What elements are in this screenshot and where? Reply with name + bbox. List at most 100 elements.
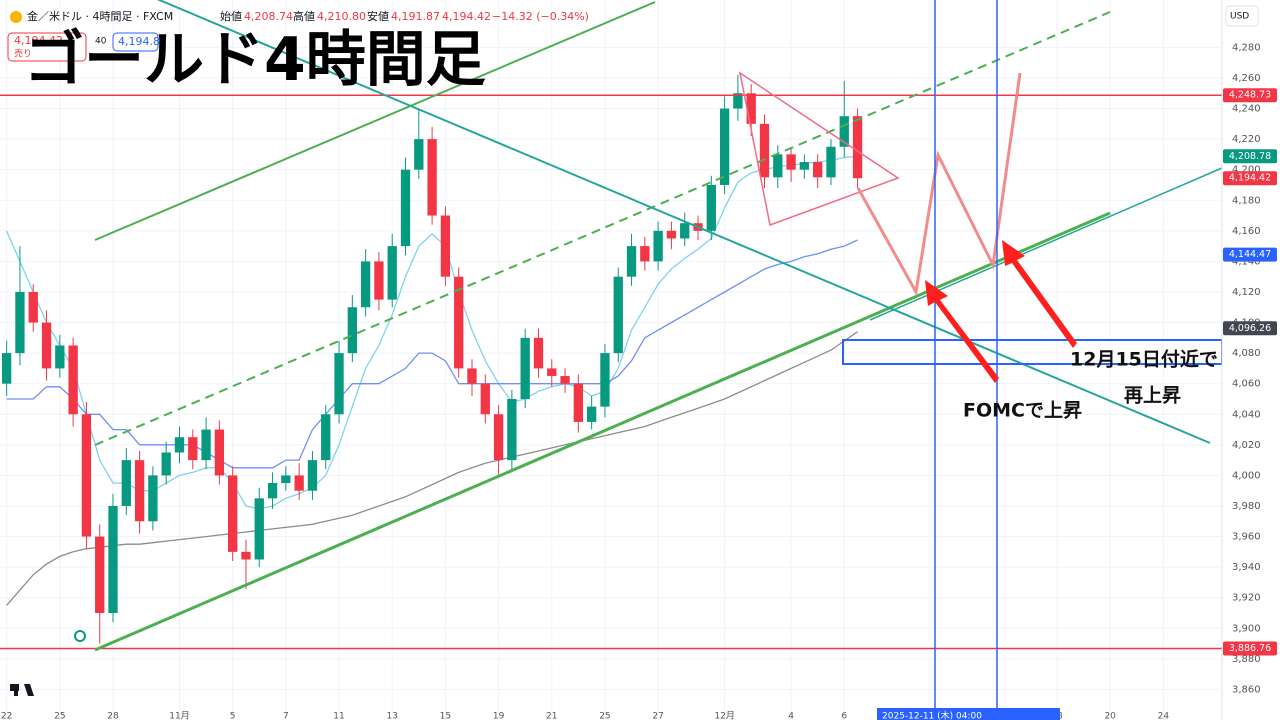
x-tick-label: 21 bbox=[546, 712, 557, 720]
candle-body bbox=[360, 261, 371, 308]
price-tag-label: 4,144.47 bbox=[1229, 249, 1271, 260]
price-tag-label: 4,096.26 bbox=[1229, 323, 1271, 334]
forecast bbox=[856, 72, 1022, 297]
buy-button[interactable] bbox=[112, 32, 159, 52]
crosshair-box bbox=[877, 708, 1060, 720]
x-tick-label: 6 bbox=[841, 712, 847, 720]
candle-body bbox=[307, 460, 318, 491]
crosshair-label: 2025-12-11 (木) 04:00 bbox=[882, 710, 982, 720]
candle-body bbox=[15, 291, 25, 354]
candle-body bbox=[786, 154, 796, 170]
x-tick-label: 22 bbox=[1, 712, 12, 720]
candle-body bbox=[201, 429, 211, 461]
candle-body bbox=[161, 452, 171, 476]
candle-body bbox=[427, 139, 437, 216]
price-tag bbox=[1223, 641, 1277, 656]
overlay-title: ゴールド4時間足 bbox=[24, 25, 486, 95]
plot-layer bbox=[0, 74, 1222, 650]
label: 始値 bbox=[220, 9, 242, 23]
candle-body bbox=[174, 437, 185, 453]
candle-body bbox=[414, 139, 424, 170]
candle-body bbox=[95, 536, 105, 613]
indicator-line bbox=[6, 331, 858, 606]
symbol: 金／米ドル · 4時間足 · FXCM bbox=[27, 9, 173, 23]
y-tick-label: 4,240 bbox=[1232, 104, 1261, 115]
price-tag-label: 4,248.73 bbox=[1229, 90, 1271, 101]
candle-body bbox=[334, 353, 344, 415]
candle-body bbox=[347, 307, 357, 354]
candle-body bbox=[134, 460, 145, 522]
sell-button[interactable] bbox=[7, 32, 87, 62]
y-tick-label: 4,080 bbox=[1232, 348, 1261, 359]
x-tick-label: 19 bbox=[493, 712, 505, 720]
candle-body bbox=[400, 169, 411, 247]
candle-body bbox=[520, 337, 530, 399]
y-tick-label: 3,880 bbox=[1232, 654, 1261, 665]
value: 4,208.74 bbox=[244, 10, 293, 23]
channel-upper bbox=[94, 1, 656, 241]
y-tick-label: 3,960 bbox=[1232, 532, 1261, 543]
y-tick-label: 4,280 bbox=[1232, 42, 1261, 53]
x-tick-label: 12月 bbox=[714, 711, 734, 720]
value: 4,210.80 bbox=[317, 10, 366, 23]
candle-body bbox=[387, 246, 397, 300]
y-tick-label: 3,900 bbox=[1232, 623, 1261, 634]
candle-body bbox=[188, 437, 198, 461]
candle-body bbox=[68, 345, 78, 415]
price-tag bbox=[1223, 321, 1277, 336]
candle-body bbox=[267, 483, 278, 499]
x-tick-label: 28 bbox=[107, 712, 119, 720]
candle-body bbox=[560, 376, 570, 384]
x-tick-label: 24 bbox=[1158, 712, 1170, 720]
price-tag-label: 4,208.78 bbox=[1229, 151, 1271, 162]
label: 安値 bbox=[367, 9, 389, 23]
y-tick-label: 4,140 bbox=[1232, 256, 1261, 267]
annotation: FOMCで上昇 bbox=[963, 400, 1082, 422]
x-tick-label: 7 bbox=[283, 712, 289, 720]
candle-body bbox=[746, 93, 756, 124]
candle-body bbox=[493, 414, 504, 461]
y-tick-label: 4,000 bbox=[1232, 470, 1261, 481]
y-tick-label: 4,180 bbox=[1232, 195, 1261, 206]
candle-body bbox=[28, 291, 38, 323]
candle-body bbox=[799, 162, 810, 170]
y-tick-label: 4,200 bbox=[1232, 165, 1261, 176]
candle-body bbox=[573, 383, 584, 422]
candle-body bbox=[241, 551, 251, 560]
annotation: 12月15日付近で bbox=[1070, 348, 1218, 371]
x-tick-label: 13 bbox=[386, 712, 397, 720]
candle-body bbox=[121, 460, 131, 506]
y-tick-label: 4,220 bbox=[1232, 134, 1261, 145]
x-tick-label: 25 bbox=[54, 712, 65, 720]
candle-body bbox=[55, 345, 65, 369]
candle-body bbox=[480, 383, 490, 415]
price-tag bbox=[1223, 149, 1277, 164]
candle-body bbox=[640, 246, 650, 262]
candle-body bbox=[81, 414, 92, 537]
candle-body bbox=[281, 475, 291, 484]
y-tick-label: 3,920 bbox=[1232, 593, 1261, 604]
candle-body bbox=[1, 353, 12, 384]
candle-body bbox=[653, 230, 663, 262]
candle-body bbox=[826, 146, 836, 178]
candle-body bbox=[666, 230, 677, 239]
candle-body bbox=[759, 123, 770, 178]
candle-body bbox=[733, 93, 743, 109]
spread: 40 bbox=[95, 37, 107, 47]
candle-body bbox=[586, 406, 597, 422]
candle-body bbox=[626, 246, 637, 277]
candle-body bbox=[773, 154, 783, 178]
currency-button[interactable] bbox=[1225, 5, 1259, 27]
sell-price: 4,194.42 bbox=[14, 34, 63, 47]
candle-body bbox=[454, 276, 464, 369]
candle-body bbox=[228, 475, 238, 552]
y-tick-label: 4,260 bbox=[1232, 73, 1261, 84]
header: 金／米ドル · 4時間足 · FXCM 始値 4,208.74 高値 4,210… bbox=[7, 5, 1259, 62]
price-tag bbox=[1223, 247, 1277, 262]
price-axis bbox=[1222, 0, 1280, 720]
candle-body bbox=[148, 475, 158, 522]
candle-body bbox=[108, 505, 118, 613]
x-tick-label: 25 bbox=[599, 712, 610, 720]
channel-lower bbox=[94, 211, 1111, 652]
